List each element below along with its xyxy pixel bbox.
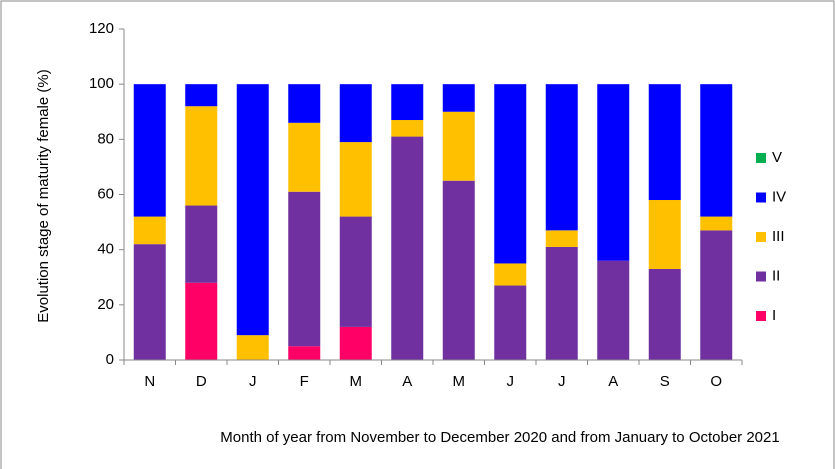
y-tick-label: 0	[106, 351, 114, 368]
bar-segment	[288, 84, 321, 123]
bar-segment	[288, 122, 321, 192]
bar-segment	[391, 136, 424, 360]
bar-segment	[288, 191, 321, 347]
legend-swatch	[756, 192, 766, 203]
y-tick-label: 20	[97, 296, 114, 313]
bar-segment	[700, 216, 733, 231]
bar-segment	[700, 84, 733, 217]
x-tick-label: J	[558, 373, 566, 390]
legend-swatch	[756, 271, 766, 282]
bar-segment	[185, 205, 218, 283]
bar-segment	[391, 84, 424, 121]
bar-segment	[648, 200, 681, 269]
bar-segment	[391, 120, 424, 137]
bar-segment	[494, 263, 527, 286]
bar-segment	[133, 244, 166, 360]
legend-label: III	[772, 228, 785, 245]
bar-segment	[185, 84, 218, 107]
legend-swatch	[756, 153, 766, 163]
x-tick-label: A	[608, 373, 618, 390]
x-axis-label: Month of year from November to December …	[220, 429, 780, 446]
x-tick-label: M	[453, 373, 466, 390]
y-tick-label: 120	[89, 20, 114, 37]
y-tick-label: 40	[97, 241, 114, 258]
bar-segment	[288, 346, 321, 360]
y-axis-label: Evolution stage of maturity female (%)	[35, 69, 52, 322]
bar-segment	[700, 230, 733, 360]
x-tick-label: S	[660, 373, 670, 390]
y-tick-label: 100	[89, 75, 114, 92]
bar-segment	[339, 216, 372, 327]
x-tick-label: F	[300, 373, 309, 390]
bar-segment	[597, 260, 630, 360]
bar-segment	[494, 84, 527, 264]
bar-segment	[339, 142, 372, 217]
bar-segment	[339, 84, 372, 143]
legend-label: II	[772, 267, 780, 284]
bar-segment	[442, 84, 475, 112]
bar-segment	[494, 285, 527, 360]
bar-segment	[236, 84, 269, 336]
x-tick-label: M	[350, 373, 363, 390]
legend-swatch	[756, 232, 766, 242]
bar-segment	[442, 180, 475, 360]
bar-segment	[133, 84, 166, 217]
x-tick-label: J	[507, 373, 515, 390]
x-tick-label: J	[249, 373, 257, 390]
x-tick-label: A	[402, 373, 412, 390]
bar-segment	[648, 84, 681, 201]
bar-segment	[185, 282, 218, 360]
bar-segment	[545, 230, 578, 247]
legend-swatch	[756, 311, 766, 321]
legend-label: I	[772, 307, 776, 324]
x-tick-label: O	[710, 373, 722, 390]
legend-label: V	[772, 149, 782, 166]
legend-label: IV	[772, 188, 786, 205]
bar-segment	[339, 326, 372, 360]
bar-segment	[545, 246, 578, 360]
bar-segment	[236, 335, 269, 360]
bar-segment	[185, 106, 218, 206]
bar-segment	[442, 111, 475, 181]
y-tick-label: 60	[97, 185, 114, 202]
bar-segment	[133, 216, 166, 245]
y-tick-label: 80	[97, 130, 114, 147]
bar-segment	[648, 268, 681, 360]
x-tick-label: D	[196, 373, 207, 390]
x-tick-label: N	[144, 373, 155, 390]
bar-segment	[545, 84, 578, 231]
bar-segment	[597, 84, 630, 261]
